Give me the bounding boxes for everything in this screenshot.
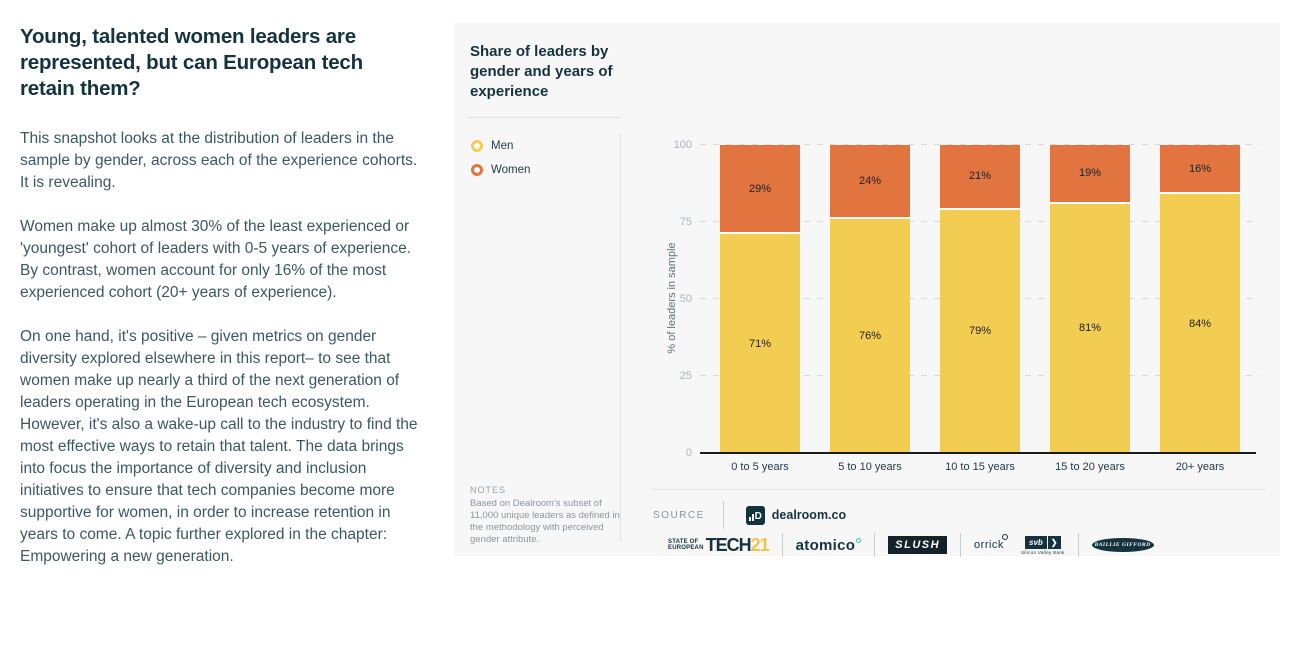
footer-divider bbox=[1077, 533, 1079, 557]
source-row: SOURCE D dealroom.co bbox=[653, 501, 846, 529]
x-axis-label: 10 to 15 years bbox=[945, 461, 1015, 473]
women-segment[interactable]: 21% bbox=[940, 145, 1020, 210]
svb-arrow-icon: ❯ bbox=[1047, 535, 1061, 549]
y-tick-label: 50 bbox=[679, 293, 692, 305]
svb-logo[interactable]: svb ❯ Silicon Valley Bank bbox=[1020, 535, 1065, 555]
women-segment[interactable]: 24% bbox=[830, 145, 910, 219]
x-axis-label: 5 to 10 years bbox=[838, 461, 902, 473]
stacked-bar[interactable]: 19% 81% bbox=[1050, 145, 1130, 453]
atomico-logo[interactable]: atomico bbox=[796, 537, 862, 554]
men-value-label: 76% bbox=[858, 329, 882, 342]
legend-chart-divider bbox=[620, 133, 621, 541]
source-divider bbox=[652, 489, 1266, 490]
dealroom-icon: D bbox=[745, 505, 765, 525]
men-value-label: 79% bbox=[968, 325, 992, 338]
legend-item-women[interactable]: Women bbox=[471, 164, 530, 176]
footer-divider bbox=[960, 533, 962, 557]
women-legend-marker-icon bbox=[471, 164, 483, 176]
footer-divider bbox=[874, 533, 876, 557]
chart-x-labels: 0 to 5 years 5 to 10 years 10 to 15 years 1… bbox=[700, 461, 1260, 475]
stacked-bar[interactable]: 21% 79% bbox=[940, 145, 1020, 453]
footer-divider bbox=[781, 533, 783, 557]
women-segment[interactable]: 29% bbox=[720, 145, 800, 235]
men-value-label: 71% bbox=[748, 337, 772, 350]
article-paragraph: Women make up almost 30% of the least ex… bbox=[20, 218, 412, 301]
article-paragraph: On one hand, it's positive – given metri… bbox=[20, 328, 418, 565]
men-value-label: 84% bbox=[1188, 317, 1212, 330]
men-segment[interactable]: 71% bbox=[720, 234, 800, 453]
stacked-bar[interactable]: 24% 76% bbox=[830, 145, 910, 453]
women-value-label: 24% bbox=[858, 174, 882, 187]
x-axis-label: 0 to 5 years bbox=[731, 461, 789, 473]
women-segment[interactable]: 16% bbox=[1160, 145, 1240, 195]
footer-logos: STATE OF EUROPEAN TECH 21 atomico SLUSH … bbox=[668, 533, 1154, 557]
baillie-gifford-logo[interactable]: BAILLIE GIFFORD bbox=[1091, 538, 1154, 552]
men-segment[interactable]: 76% bbox=[830, 218, 910, 453]
women-value-label: 16% bbox=[1188, 162, 1212, 175]
chart-panel: Share of leaders by gender and years of … bbox=[454, 23, 1280, 557]
article-paragraph: This snapshot looks at the distribution … bbox=[20, 130, 418, 191]
state-of-european-tech-logo[interactable]: STATE OF EUROPEAN TECH 21 bbox=[668, 534, 770, 555]
notes-block: NOTES Based on Dealroom's subset of 11,0… bbox=[470, 485, 620, 546]
notes-heading: NOTES bbox=[470, 485, 507, 495]
women-value-label: 19% bbox=[1078, 167, 1102, 180]
article-body: This snapshot looks at the distribution … bbox=[20, 128, 418, 568]
y-tick-label: 100 bbox=[673, 139, 692, 151]
legend-label: Men bbox=[491, 140, 514, 152]
gridline bbox=[700, 144, 1260, 145]
x-axis-line bbox=[700, 452, 1256, 454]
legend-item-men[interactable]: Men bbox=[471, 140, 530, 152]
men-segment[interactable]: 79% bbox=[940, 209, 1020, 453]
y-tick-label: 75 bbox=[679, 216, 692, 228]
men-segment[interactable]: 84% bbox=[1160, 194, 1240, 453]
title-divider bbox=[468, 117, 620, 118]
women-segment[interactable]: 19% bbox=[1050, 145, 1130, 204]
slush-logo[interactable]: SLUSH bbox=[888, 536, 948, 554]
stacked-bar[interactable]: 16% 84% bbox=[1160, 145, 1240, 453]
source-label: SOURCE bbox=[653, 509, 705, 521]
y-tick-label: 0 bbox=[685, 447, 692, 459]
x-axis-label: 15 to 20 years bbox=[1055, 461, 1125, 473]
y-tick-label: 25 bbox=[679, 370, 692, 382]
men-value-label: 81% bbox=[1078, 322, 1102, 335]
chart-plot: 0 25 50 75 100 29% 71% 24% 76% 21% 79% 19% 81% 16% 84% bbox=[674, 139, 1260, 459]
chart-legend: Men Women bbox=[471, 140, 530, 188]
women-value-label: 21% bbox=[968, 170, 992, 183]
dealroom-name: dealroom.co bbox=[771, 508, 847, 522]
stacked-bar[interactable]: 29% 71% bbox=[720, 145, 800, 453]
article-column: Young, talented women leaders are repres… bbox=[20, 24, 418, 590]
chart-title: Share of leaders by gender and years of … bbox=[470, 43, 613, 100]
women-value-label: 29% bbox=[748, 182, 772, 195]
x-axis-label: 20+ years bbox=[1175, 461, 1225, 473]
source-vline bbox=[722, 501, 724, 529]
legend-label: Women bbox=[491, 164, 531, 176]
page-title: Young, talented women leaders are repres… bbox=[20, 25, 363, 100]
men-legend-marker-icon bbox=[471, 140, 483, 152]
men-segment[interactable]: 81% bbox=[1050, 203, 1130, 453]
dealroom-logo[interactable]: D dealroom.co bbox=[745, 505, 847, 525]
atomico-ring-icon bbox=[856, 537, 862, 543]
orrick-ring-icon bbox=[1001, 534, 1008, 540]
orrick-logo[interactable]: orrick bbox=[974, 534, 1008, 551]
notes-body: Based on Dealroom's subset of 11,000 uni… bbox=[470, 498, 620, 545]
